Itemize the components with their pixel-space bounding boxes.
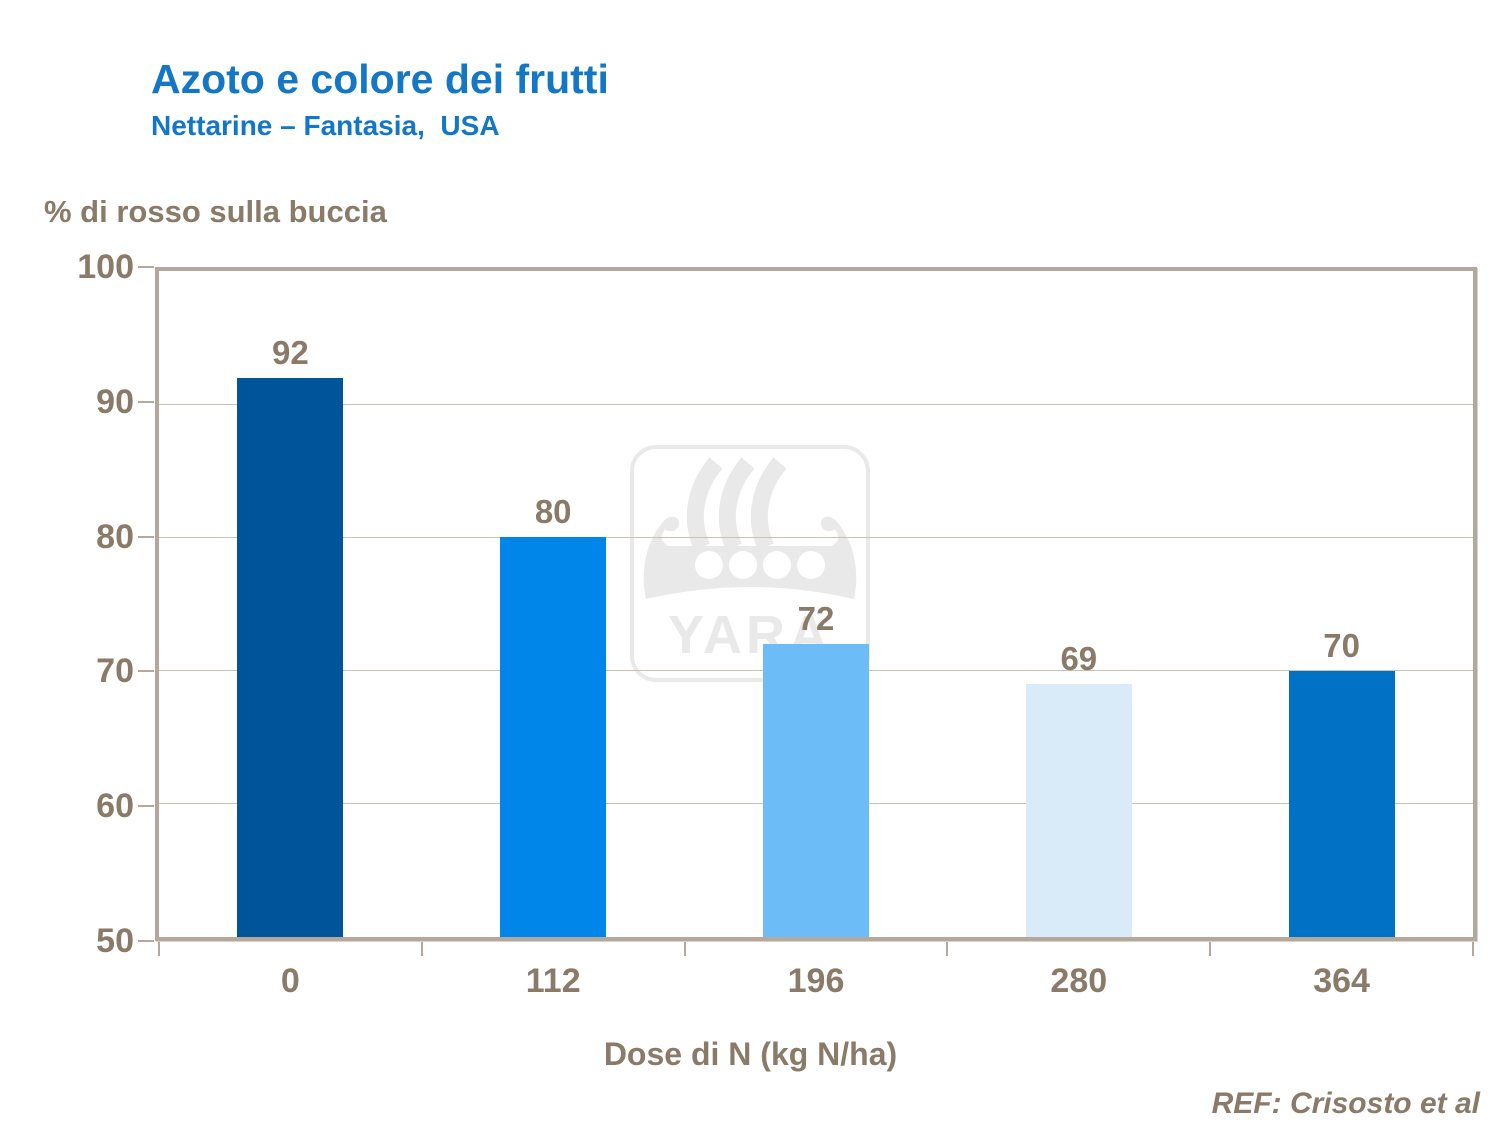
chart-title: Azoto e colore dei frutti	[151, 56, 609, 102]
x-axis-tick	[946, 942, 949, 956]
bar-value-label: 92	[272, 333, 309, 371]
chart-subtitle: Nettarine – Fantasia, USA	[151, 110, 500, 141]
x-tick-label: 196	[787, 962, 845, 1000]
y-tick-label: 90	[96, 382, 134, 421]
bar	[1025, 683, 1132, 937]
bar	[500, 537, 607, 937]
plot-area: 92 80 72 69 70	[155, 267, 1477, 941]
x-axis-title: Dose di N (kg N/ha)	[603, 1036, 898, 1072]
plot-area-inner: 92 80 72 69 70	[159, 271, 1473, 937]
watermark-badge: YARA	[630, 445, 870, 682]
bar-value-label: 80	[534, 493, 572, 531]
bar-value-label: 72	[797, 599, 835, 637]
yara-viking-ship-icon: YARA	[643, 457, 857, 665]
bar-value-label: 69	[1060, 639, 1098, 677]
y-axis-tick	[138, 535, 154, 538]
y-tick-label: 70	[96, 652, 134, 691]
gridline	[159, 536, 1473, 538]
reference-note: REF: Crisosto et al	[1211, 1087, 1480, 1120]
x-axis-tick	[1209, 942, 1212, 956]
y-axis-tick	[138, 940, 154, 942]
y-axis-title: % di rosso sulla buccia	[44, 194, 387, 229]
gridline	[159, 403, 1473, 405]
y-axis-tick	[138, 670, 154, 673]
bar	[763, 643, 869, 937]
bar-value-label: 70	[1323, 626, 1360, 664]
bar	[237, 377, 344, 937]
x-tick-label: 112	[525, 962, 581, 1000]
x-axis-tick	[1472, 942, 1474, 956]
x-axis-tick	[683, 942, 686, 956]
y-tick-label: 80	[96, 517, 134, 556]
y-axis-tick	[138, 266, 154, 268]
x-tick-label: 364	[1313, 962, 1370, 1000]
x-tick-label: 280	[1050, 962, 1108, 1000]
y-axis-tick	[138, 805, 154, 808]
x-axis-tick	[420, 942, 423, 956]
y-axis-tick	[138, 400, 154, 403]
bar	[1288, 670, 1395, 937]
y-tick-label: 100	[77, 248, 134, 286]
y-tick-label: 60	[96, 787, 134, 826]
x-tick-label: 0	[280, 962, 300, 1000]
y-tick-label: 50	[96, 922, 134, 960]
x-axis-tick	[158, 942, 160, 956]
